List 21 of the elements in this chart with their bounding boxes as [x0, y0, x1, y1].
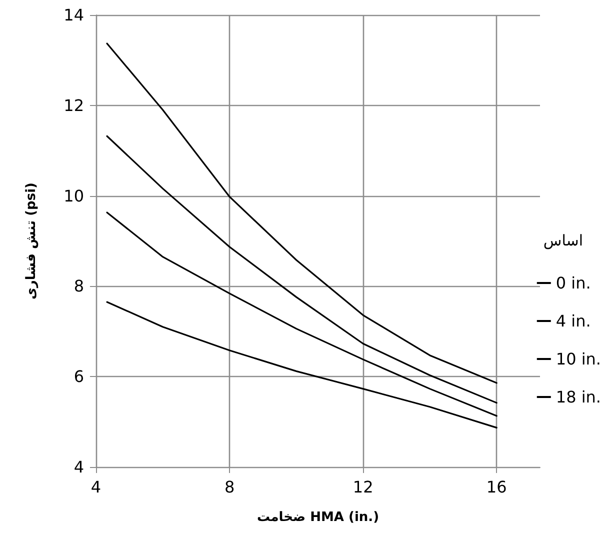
line-series	[106, 212, 498, 417]
x-tick-label: 8	[224, 478, 235, 496]
y-axis-title: تنش فشاری (psi)	[24, 182, 39, 300]
legend-label: 4 in.	[556, 312, 591, 330]
legend-label: 0 in.	[556, 274, 591, 292]
x-axis-title: ضخامت HMA (in.)	[256, 510, 380, 525]
x-tick-label: 4	[90, 478, 102, 496]
legend-title: اساس	[543, 232, 584, 250]
y-tick-label: 6	[74, 367, 84, 386]
x-tick-label: 12	[352, 478, 374, 496]
legend-label: 18 in.	[556, 388, 602, 406]
y-tick-label: 14	[64, 6, 84, 24]
line-series	[106, 135, 498, 404]
y-tick-label: 8	[74, 276, 84, 296]
legend-label: 10 in.	[556, 350, 602, 368]
y-tick-label: 4	[74, 458, 84, 476]
x-tick-label: 16	[486, 478, 507, 496]
line-series	[106, 42, 498, 384]
line-series	[106, 301, 498, 428]
y-tick-label: 12	[64, 96, 84, 115]
y-tick-label: 10	[64, 186, 84, 206]
